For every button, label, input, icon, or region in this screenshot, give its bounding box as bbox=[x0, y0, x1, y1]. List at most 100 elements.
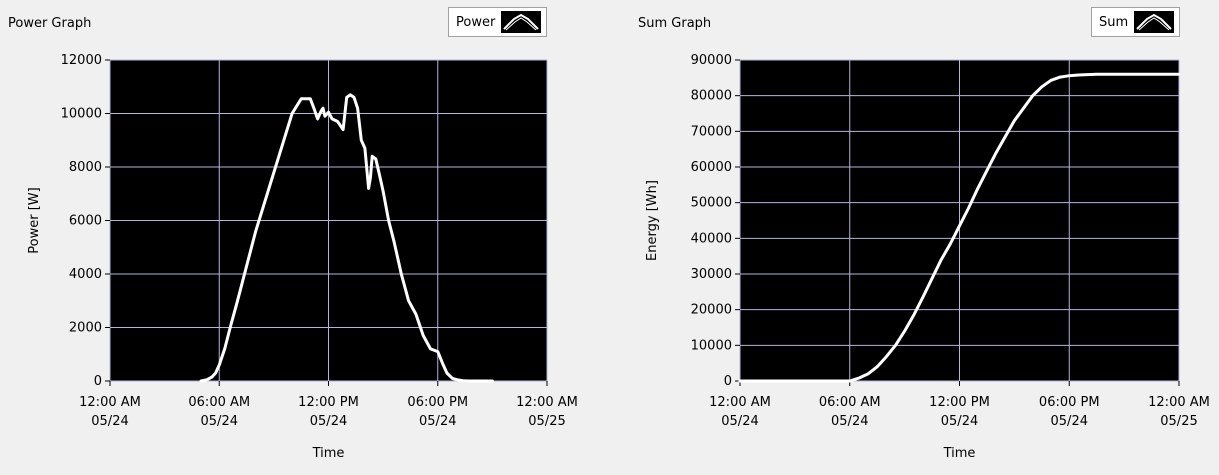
data-point bbox=[407, 299, 410, 302]
data-point bbox=[1104, 73, 1108, 76]
line-plot-icon bbox=[1134, 11, 1175, 33]
data-point bbox=[921, 295, 925, 299]
data-point bbox=[1077, 73, 1080, 77]
data-point bbox=[374, 157, 378, 161]
x-axis-label: Time bbox=[943, 446, 976, 461]
data-point bbox=[210, 375, 214, 379]
data-point bbox=[1058, 75, 1062, 79]
x-tick-label: 12:00 AM 05/24 bbox=[79, 395, 141, 429]
data-point bbox=[223, 347, 226, 351]
x-axis-label: Time bbox=[312, 446, 345, 461]
sum-graph-title: Sum Graph bbox=[638, 16, 712, 31]
data-point bbox=[436, 350, 439, 353]
data-point bbox=[885, 355, 888, 358]
data-point bbox=[245, 264, 248, 268]
data-point bbox=[848, 379, 851, 383]
data-point bbox=[903, 329, 906, 333]
y-tick-label: 4000 bbox=[69, 267, 102, 282]
sum-graph-panel: Sum Graph Sum 0 10000 20000 30000 40000 50000… bbox=[620, 0, 1219, 475]
y-tick-label: 2000 bbox=[69, 321, 102, 336]
y-axis-label: Power [W] bbox=[27, 187, 42, 253]
data-point bbox=[352, 96, 356, 99]
x-tick-label: 06:00 PM 05/24 bbox=[407, 395, 468, 429]
data-point bbox=[1040, 85, 1044, 88]
y-tick-label: 0 bbox=[724, 374, 732, 389]
data-point bbox=[290, 112, 294, 115]
data-point bbox=[369, 176, 372, 179]
data-point bbox=[330, 117, 334, 121]
y-tick-label: 90000 bbox=[691, 53, 732, 68]
x-tick-label: 12:00 AM 05/25 bbox=[1148, 395, 1210, 429]
data-point bbox=[1159, 73, 1162, 76]
sum-chart: 0 10000 20000 30000 40000 50000 60000 70000 8000… bbox=[645, 53, 1210, 461]
data-point bbox=[930, 277, 934, 280]
sum-legend[interactable]: Sum bbox=[1091, 7, 1181, 37]
data-point bbox=[1049, 79, 1053, 82]
data-point bbox=[442, 363, 445, 367]
y-tick-label: 40000 bbox=[691, 231, 732, 246]
y-tick-label: 12000 bbox=[61, 53, 102, 68]
y-tick-label: 8000 bbox=[69, 160, 102, 175]
data-point bbox=[349, 93, 352, 96]
data-point bbox=[312, 106, 316, 110]
data-point bbox=[1068, 74, 1071, 77]
data-point bbox=[263, 200, 266, 203]
data-point bbox=[451, 377, 454, 380]
data-point bbox=[912, 313, 915, 317]
data-point bbox=[387, 219, 390, 222]
data-point bbox=[491, 379, 494, 383]
data-point bbox=[323, 114, 327, 118]
data-point bbox=[214, 371, 217, 375]
y-tick-label: 80000 bbox=[691, 89, 732, 104]
data-point bbox=[967, 206, 970, 210]
data-point bbox=[1013, 119, 1016, 122]
y-tick-label: 20000 bbox=[691, 303, 732, 318]
data-point bbox=[272, 171, 276, 174]
data-point bbox=[1004, 135, 1007, 138]
x-tick-label: 12:00 PM 05/24 bbox=[298, 395, 359, 429]
x-tick-label: 12:00 AM 05/25 bbox=[516, 395, 578, 429]
data-point bbox=[1122, 73, 1126, 76]
data-point bbox=[467, 379, 470, 383]
data-point bbox=[316, 117, 319, 121]
data-point bbox=[321, 106, 325, 110]
power-legend-label: Power bbox=[456, 14, 496, 30]
data-point bbox=[356, 106, 359, 110]
data-point bbox=[360, 139, 363, 142]
data-point bbox=[976, 187, 979, 190]
data-point bbox=[456, 378, 459, 382]
data-point bbox=[875, 365, 879, 368]
power-chart: 0 2000 4000 6000 8000 10000 12000 12:00 AM 05/24… bbox=[27, 53, 578, 461]
data-point bbox=[400, 272, 403, 276]
data-point bbox=[392, 240, 396, 244]
x-tick-label: 06:00 AM 05/24 bbox=[819, 395, 881, 429]
data-point bbox=[478, 379, 481, 383]
data-point bbox=[483, 379, 487, 383]
power-graph-title: Power Graph bbox=[8, 16, 92, 31]
y-tick-label: 0 bbox=[94, 374, 102, 389]
y-tick-label: 50000 bbox=[691, 196, 732, 211]
x-tick-label: 06:00 AM 05/24 bbox=[188, 395, 250, 429]
data-point bbox=[254, 230, 257, 233]
y-axis-label: Energy [Wh] bbox=[645, 180, 660, 261]
data-point bbox=[336, 120, 339, 123]
data-point bbox=[414, 312, 418, 316]
data-point bbox=[281, 141, 285, 145]
data-point bbox=[462, 379, 465, 382]
data-point bbox=[381, 189, 385, 193]
data-point bbox=[738, 379, 742, 383]
x-tick-label: 12:00 PM 05/24 bbox=[929, 395, 990, 429]
data-point bbox=[371, 155, 374, 158]
data-point bbox=[866, 372, 870, 376]
data-point bbox=[228, 326, 232, 329]
data-point bbox=[1177, 73, 1181, 76]
power-legend[interactable]: Power bbox=[448, 7, 548, 37]
y-tick-label: 70000 bbox=[691, 124, 732, 139]
x-tick-label: 06:00 PM 05/24 bbox=[1039, 395, 1100, 429]
data-point bbox=[421, 334, 425, 337]
data-point bbox=[363, 147, 367, 150]
y-tick-label: 30000 bbox=[691, 267, 732, 282]
y-tick-label: 10000 bbox=[61, 107, 102, 122]
data-point bbox=[367, 187, 370, 190]
data-point bbox=[1031, 94, 1034, 97]
